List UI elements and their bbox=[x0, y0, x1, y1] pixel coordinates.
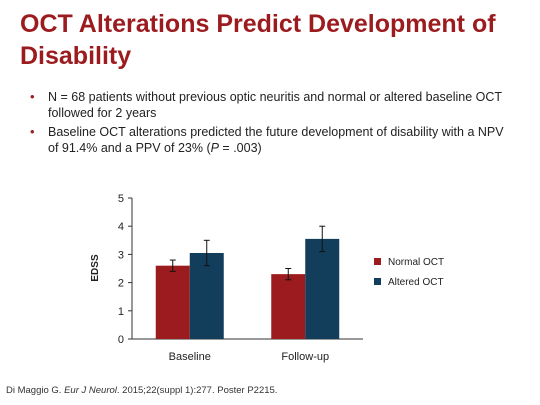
y-tick-label: 4 bbox=[118, 221, 124, 233]
citation-journal: Eur J Neurol bbox=[64, 385, 117, 396]
citation-details: . 2015;22(suppl 1):277. Poster P2215. bbox=[116, 385, 278, 396]
bullet-dot-icon: • bbox=[30, 124, 35, 139]
bullet-item: • N = 68 patients without previous optic… bbox=[30, 89, 510, 121]
bullet-dot-icon: • bbox=[30, 89, 35, 104]
citation-footer: Di Maggio G. Eur J Neurol. 2015;22(suppl… bbox=[6, 385, 277, 396]
y-tick-label: 1 bbox=[118, 306, 124, 318]
bullet-list: • N = 68 patients without previous optic… bbox=[30, 89, 510, 159]
y-tick-label: 5 bbox=[118, 193, 124, 205]
y-axis-label: EDSS bbox=[90, 254, 101, 282]
slide-title: OCT Alterations Predict Development of D… bbox=[20, 10, 496, 70]
x-category-label: Follow-up bbox=[281, 351, 329, 363]
legend-swatch bbox=[374, 258, 381, 265]
y-tick-label: 3 bbox=[118, 249, 124, 261]
legend-swatch bbox=[374, 278, 381, 285]
bullet-text-end: = .003) bbox=[218, 141, 262, 155]
bullet-text: Baseline OCT alterations predicted the f… bbox=[48, 125, 504, 155]
bar-altered-oct bbox=[305, 238, 340, 339]
p-value-symbol: P bbox=[210, 141, 219, 155]
legend-label: Altered OCT bbox=[388, 277, 444, 288]
citation-author: Di Maggio G. bbox=[6, 385, 65, 396]
edss-bar-chart: 0 1 2 3 4 5 EDSS Baseline Follow-up Normal OCT Alt… bbox=[90, 193, 444, 363]
bar-normal-oct bbox=[271, 274, 306, 339]
plot-area: 0 1 2 3 4 5 EDSS Baseline Follow-up Normal OCT Alt… bbox=[90, 193, 444, 363]
legend-label: Normal OCT bbox=[388, 257, 444, 268]
bullet-text: N = 68 patients without previous optic n… bbox=[48, 90, 502, 120]
bar-altered-oct bbox=[189, 252, 224, 339]
x-category-label: Baseline bbox=[169, 351, 211, 363]
bar-normal-oct bbox=[155, 265, 190, 339]
y-tick-label: 0 bbox=[118, 334, 124, 346]
y-tick-label: 2 bbox=[118, 278, 124, 290]
bullet-item: • Baseline OCT alterations predicted the… bbox=[30, 124, 510, 156]
